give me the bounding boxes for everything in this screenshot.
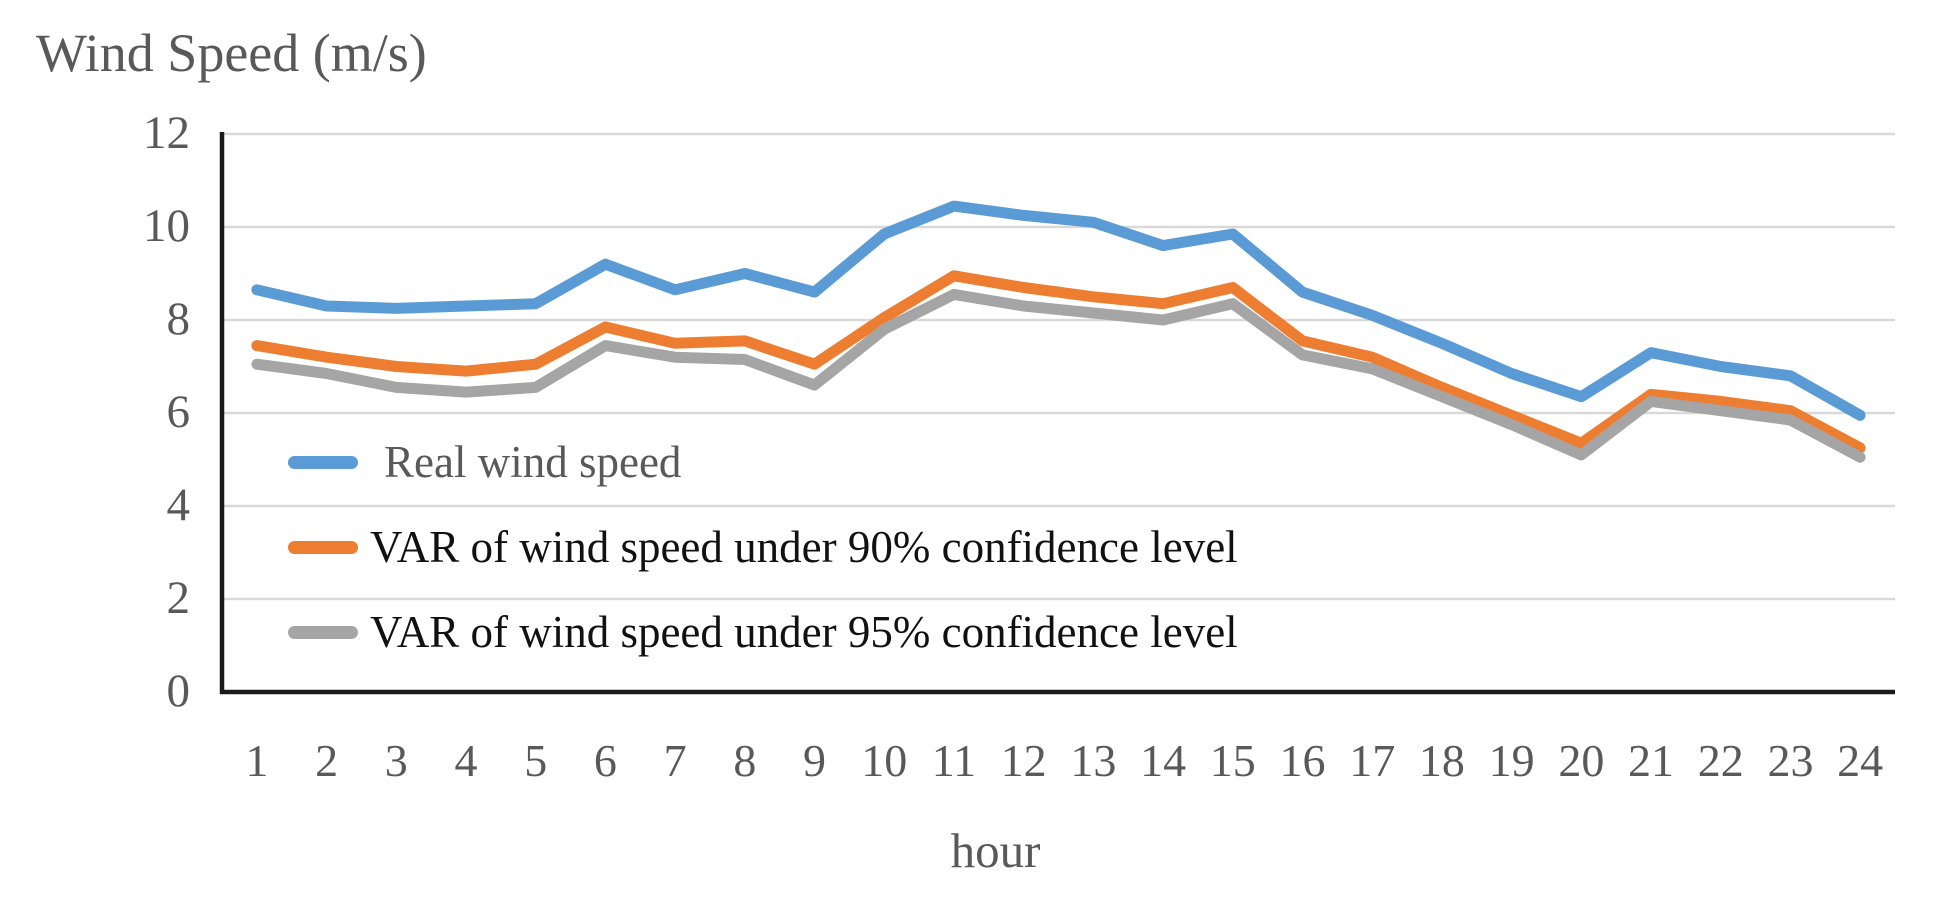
legend-item-real-wind-speed: Real wind speed (288, 437, 681, 487)
x-tick-label-18: 18 (1418, 735, 1465, 786)
legend-swatch-orange-line (288, 540, 358, 554)
chart-title: Wind Speed (m/s) (36, 23, 427, 83)
y-tick-label-10: 10 (143, 200, 190, 252)
legend-label: VAR of wind speed under 95% confidence l… (370, 607, 1238, 657)
x-tick-label-10: 10 (861, 735, 908, 786)
legend-label: Real wind speed (384, 437, 682, 487)
y-tick-label-8: 8 (166, 293, 191, 345)
legend-item-var-90: VAR of wind speed under 90% confidence l… (288, 522, 1238, 572)
x-tick-label-4: 4 (454, 735, 478, 786)
x-tick-label-19: 19 (1488, 735, 1535, 786)
series-line-1 (251, 270, 1866, 454)
x-tick-label-2: 2 (315, 735, 339, 786)
x-tick-label-12: 12 (1000, 735, 1047, 786)
x-tick-label-3: 3 (384, 735, 408, 786)
x-tick-label-22: 22 (1697, 735, 1744, 786)
y-tick-label-2: 2 (166, 572, 191, 624)
x-tick-label-21: 21 (1628, 735, 1675, 786)
x-tick-label-7: 7 (663, 735, 687, 786)
legend-item-var-95: VAR of wind speed under 95% confidence l… (288, 607, 1238, 657)
y-tick-label-4: 4 (166, 479, 191, 531)
x-tick-label-14: 14 (1140, 735, 1187, 786)
x-tick-label-6: 6 (593, 735, 617, 786)
x-tick-label-8: 8 (733, 735, 757, 786)
x-tick-label-1: 1 (245, 735, 269, 786)
legend-swatch-blue-line (288, 455, 358, 469)
x-axis-title: hour (950, 823, 1041, 878)
legend-label: VAR of wind speed under 90% confidence l… (370, 522, 1238, 572)
series-line-2 (251, 288, 1866, 463)
y-tick-label-6: 6 (166, 386, 191, 438)
x-tick-label-23: 23 (1767, 735, 1814, 786)
x-tick-label-20: 20 (1558, 735, 1605, 786)
series-line-0 (251, 200, 1866, 421)
x-tick-label-15: 15 (1209, 735, 1256, 786)
legend-swatch-gray-line (288, 625, 358, 639)
y-tick-label-12: 12 (143, 107, 190, 159)
x-tick-label-17: 17 (1349, 735, 1396, 786)
y-tick-label-0: 0 (166, 665, 191, 717)
x-tick-label-16: 16 (1279, 735, 1326, 786)
x-tick-label-24: 24 (1837, 735, 1884, 786)
x-tick-label-5: 5 (524, 735, 548, 786)
x-tick-label-13: 13 (1070, 735, 1117, 786)
x-tick-label-9: 9 (803, 735, 827, 786)
x-tick-label-11: 11 (931, 735, 977, 786)
